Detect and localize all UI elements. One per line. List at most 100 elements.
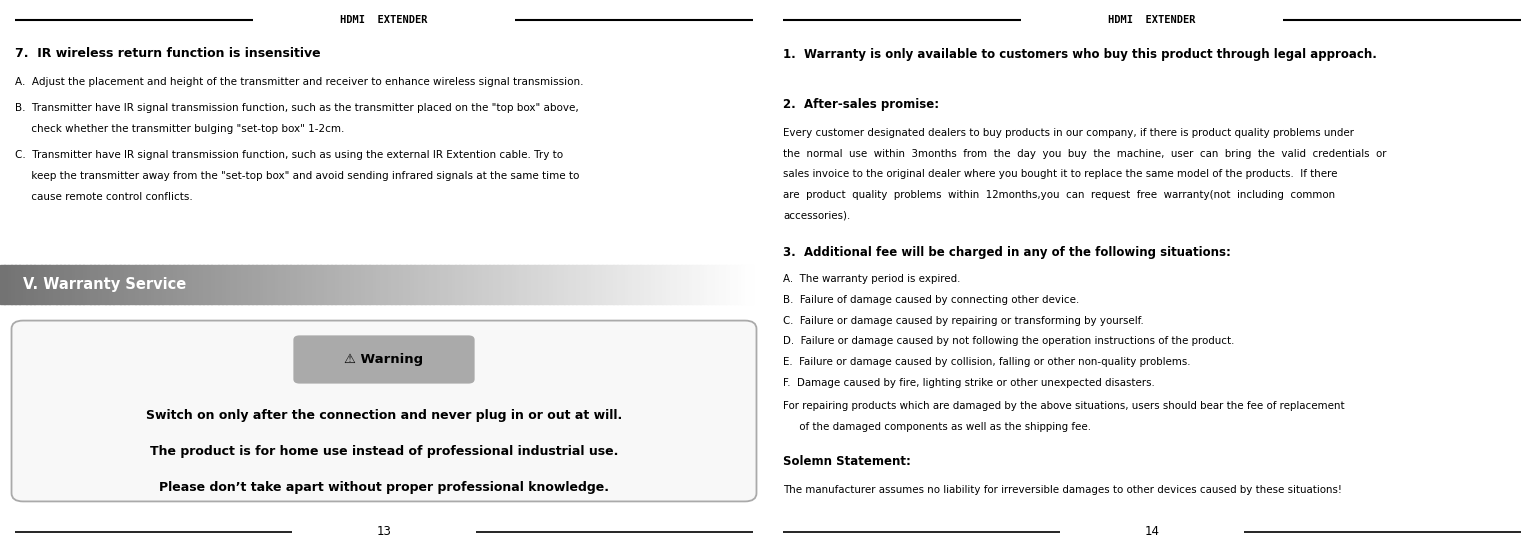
Bar <box>177 265 181 304</box>
Bar <box>708 265 713 304</box>
Bar <box>203 265 207 304</box>
Bar <box>369 265 373 304</box>
Bar <box>730 265 734 304</box>
Text: The manufacturer assumes no liability for irreversible damages to other devices : The manufacturer assumes no liability fo… <box>783 485 1342 495</box>
Bar <box>659 265 664 304</box>
Bar <box>599 265 602 304</box>
Text: sales invoice to the original dealer where you bought it to replace the same mod: sales invoice to the original dealer whe… <box>783 169 1338 179</box>
Bar <box>433 265 438 304</box>
Bar <box>57 265 61 304</box>
FancyBboxPatch shape <box>12 321 756 501</box>
Bar <box>455 265 459 304</box>
Bar <box>233 265 238 304</box>
Bar <box>112 265 117 304</box>
Bar <box>407 265 412 304</box>
Text: of the damaged components as well as the shipping fee.: of the damaged components as well as the… <box>783 422 1092 432</box>
Bar <box>662 265 667 304</box>
Bar <box>516 265 521 304</box>
Bar <box>37 265 41 304</box>
Bar <box>617 265 622 304</box>
Bar <box>65 265 69 304</box>
Bar <box>470 265 475 304</box>
Bar <box>181 265 186 304</box>
Bar <box>11 265 15 304</box>
Bar <box>647 265 651 304</box>
Bar <box>358 265 362 304</box>
Bar <box>218 265 223 304</box>
Bar <box>366 265 370 304</box>
Bar <box>745 265 750 304</box>
Bar <box>109 265 114 304</box>
Text: The product is for home use instead of professional industrial use.: The product is for home use instead of p… <box>151 445 617 458</box>
Bar <box>462 265 467 304</box>
Bar <box>485 265 490 304</box>
Bar <box>210 265 215 304</box>
Text: ⚠ Warning: ⚠ Warning <box>344 353 424 366</box>
Bar <box>493 265 498 304</box>
Bar <box>584 265 588 304</box>
Bar <box>187 265 192 304</box>
Bar <box>290 265 295 304</box>
Bar <box>571 265 576 304</box>
Bar <box>639 265 644 304</box>
Bar <box>482 265 487 304</box>
Text: 1.  Warranty is only available to customers who buy this product through legal a: 1. Warranty is only available to custome… <box>783 48 1378 61</box>
Bar <box>436 265 441 304</box>
Bar <box>26 265 31 304</box>
Bar <box>343 265 347 304</box>
Bar <box>83 265 88 304</box>
Text: 13: 13 <box>376 525 392 538</box>
Bar <box>298 265 301 304</box>
Bar <box>132 265 137 304</box>
Bar <box>636 265 641 304</box>
Bar <box>23 265 28 304</box>
Bar <box>215 265 220 304</box>
Bar <box>610 265 614 304</box>
Text: A.  The warranty period is expired.: A. The warranty period is expired. <box>783 274 960 284</box>
Bar <box>278 265 283 304</box>
Text: For repairing products which are damaged by the above situations, users should b: For repairing products which are damaged… <box>783 401 1346 411</box>
Bar <box>561 265 565 304</box>
Bar <box>553 265 558 304</box>
Bar <box>387 265 392 304</box>
Bar <box>703 265 708 304</box>
Bar <box>467 265 472 304</box>
Bar <box>283 265 287 304</box>
Bar <box>535 265 539 304</box>
Bar <box>392 265 396 304</box>
Bar <box>45 265 49 304</box>
Bar <box>192 265 197 304</box>
Bar <box>338 265 343 304</box>
Text: Every customer designated dealers to buy products in our company, if there is pr: Every customer designated dealers to buy… <box>783 128 1355 138</box>
Bar <box>413 265 418 304</box>
Bar <box>161 265 166 304</box>
Bar <box>60 265 65 304</box>
Bar <box>441 265 445 304</box>
Bar <box>31 265 35 304</box>
Bar <box>275 265 280 304</box>
Text: F.  Damage caused by fire, lighting strike or other unexpected disasters.: F. Damage caused by fire, lighting strik… <box>783 378 1155 388</box>
Bar <box>685 265 690 304</box>
Bar <box>558 265 562 304</box>
Bar <box>346 265 350 304</box>
FancyBboxPatch shape <box>293 335 475 384</box>
Text: check whether the transmitter bulging "set-top box" 1-2cm.: check whether the transmitter bulging "s… <box>15 124 344 134</box>
Bar <box>86 265 91 304</box>
Bar <box>395 265 399 304</box>
Bar <box>301 265 306 304</box>
Bar <box>376 265 381 304</box>
Bar <box>8 265 12 304</box>
Bar <box>78 265 83 304</box>
Bar <box>264 265 267 304</box>
Bar <box>579 265 584 304</box>
Bar <box>252 265 257 304</box>
Bar <box>350 265 355 304</box>
Bar <box>530 265 535 304</box>
Text: V. Warranty Service: V. Warranty Service <box>23 277 186 292</box>
Bar <box>260 265 264 304</box>
Bar <box>719 265 723 304</box>
Bar <box>3 265 8 304</box>
Text: the  normal  use  within  3months  from  the  day  you  buy  the  machine,  user: the normal use within 3months from the d… <box>783 149 1387 158</box>
Bar <box>625 265 630 304</box>
Bar <box>270 265 275 304</box>
